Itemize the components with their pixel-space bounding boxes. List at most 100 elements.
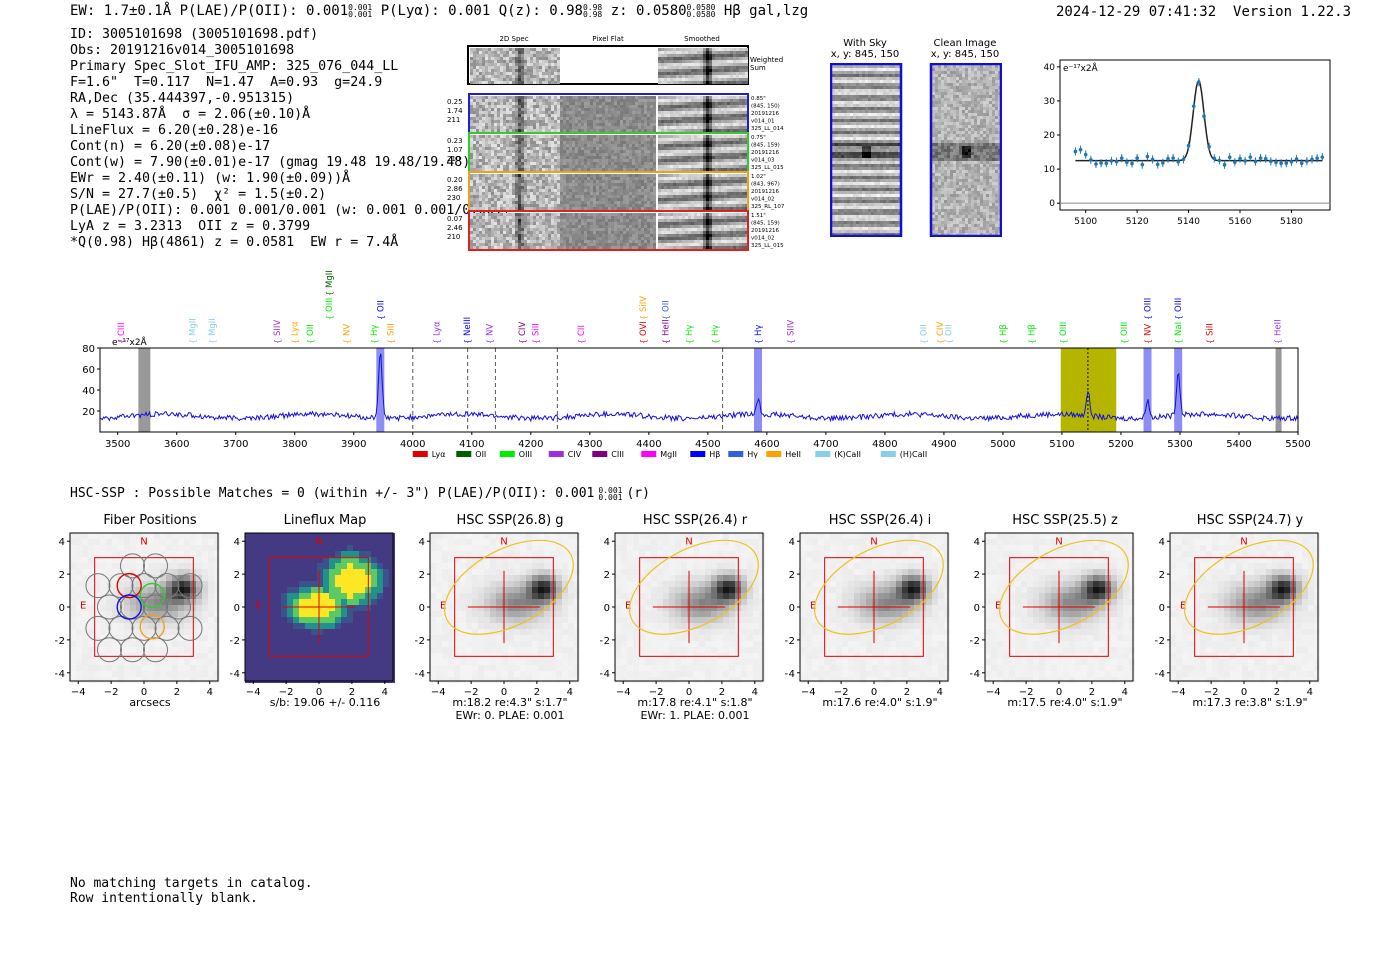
stamp-pixel	[617, 108, 620, 111]
stamp-pixel	[500, 141, 503, 144]
stamp-pixel	[554, 207, 557, 210]
stamp-pixel	[473, 237, 476, 240]
stamp-pixel	[688, 159, 691, 162]
stamp-pixel	[563, 195, 566, 198]
stamp-pixel	[706, 201, 709, 204]
stamp-pixel	[497, 114, 500, 117]
stamp-pixel	[476, 168, 479, 171]
stamp-pixel	[661, 174, 664, 177]
stamp-pixel	[632, 189, 635, 192]
stamp-pixel	[608, 147, 611, 150]
stamp-pixel	[638, 102, 641, 105]
stamp-pixel	[742, 219, 745, 222]
stamp-pixel	[644, 156, 647, 159]
stamp-pixel	[569, 126, 572, 129]
stamp-pixel	[602, 186, 605, 189]
stamp-pixel	[724, 216, 727, 219]
stamp-pixel	[653, 228, 656, 231]
stamp-pixel	[485, 189, 488, 192]
stamp-pixel	[733, 159, 736, 162]
stamp-pixel	[476, 144, 479, 147]
stamp-pixel	[536, 180, 539, 183]
stamp-pixel	[602, 105, 605, 108]
stamp-pixel	[733, 114, 736, 117]
stamp-pixel	[667, 177, 670, 180]
stamp-pixel	[491, 195, 494, 198]
stamp-pixel	[623, 234, 626, 237]
stamp-pixel	[641, 165, 644, 168]
stamp-pixel	[679, 204, 682, 207]
stamp-pixel	[730, 99, 733, 102]
stamp-pixel	[476, 180, 479, 183]
stamp-pixel	[620, 222, 623, 225]
stamp-pixel	[494, 69, 497, 72]
stamp-pixel	[736, 126, 739, 129]
stamp-pixel	[512, 81, 515, 84]
stamp-pixel	[491, 78, 494, 81]
stamp-pixel	[632, 186, 635, 189]
stamp-pixel	[563, 120, 566, 123]
stamp-pixel	[563, 174, 566, 177]
stamp-pixel	[727, 204, 730, 207]
stamp-pixel	[515, 54, 518, 57]
stamp-pixel	[661, 48, 664, 51]
stamp-pixel	[503, 186, 506, 189]
stamp-pixel	[653, 147, 656, 150]
stamp-pixel	[551, 198, 554, 201]
stamp-pixel	[560, 234, 563, 237]
stamp-pixel	[638, 123, 641, 126]
stamp-pixel	[515, 243, 518, 246]
stamp-pixel	[509, 108, 512, 111]
stamp-pixel	[679, 126, 682, 129]
stamp-pixel	[521, 189, 524, 192]
stamp-pixel	[578, 102, 581, 105]
stamp-pixel	[712, 198, 715, 201]
stamp-pixel	[733, 129, 736, 132]
stamp-pixel	[742, 141, 745, 144]
stamp-pixel	[473, 96, 476, 99]
stamp-pixel	[709, 192, 712, 195]
stamp-pixel	[611, 156, 614, 159]
stamp-pixel	[584, 231, 587, 234]
stamp-pixel	[542, 111, 545, 114]
stamp-pixel	[724, 198, 727, 201]
stamp-pixel	[542, 222, 545, 225]
stamp-pixel	[545, 162, 548, 165]
stamp-pixel	[626, 138, 629, 141]
stamp-pixel	[485, 147, 488, 150]
stamp-pixel	[530, 105, 533, 108]
stamp-pixel	[593, 129, 596, 132]
stamp-pixel	[497, 237, 500, 240]
stamp-pixel	[479, 243, 482, 246]
stamp-pixel	[494, 174, 497, 177]
stamp-pixel	[584, 174, 587, 177]
stamp-pixel	[682, 105, 685, 108]
stamp-pixel	[617, 144, 620, 147]
stamp-pixel	[581, 123, 584, 126]
stamp-pixel	[614, 222, 617, 225]
stamp-pixel	[742, 186, 745, 189]
stamp-pixel	[626, 153, 629, 156]
stamp-pixel	[727, 216, 730, 219]
stamp-pixel	[673, 168, 676, 171]
stamp-pixel	[470, 216, 473, 219]
stamp-pixel	[653, 96, 656, 99]
stamp-pixel	[685, 54, 688, 57]
stamp-pixel	[673, 216, 676, 219]
stamp-pixel	[727, 147, 730, 150]
stamp-pixel	[745, 153, 748, 156]
stamp-pixel	[691, 120, 694, 123]
stamp-pixel	[712, 204, 715, 207]
stamp-pixel	[724, 150, 727, 153]
stamp-pixel	[623, 174, 626, 177]
stamp-pixel	[694, 153, 697, 156]
stamp-pixel	[503, 165, 506, 168]
stamp-pixel	[503, 75, 506, 78]
stamp-pixel	[494, 228, 497, 231]
stamp-pixel	[536, 129, 539, 132]
stamp-pixel	[593, 216, 596, 219]
stamp-pixel	[736, 219, 739, 222]
stamp-pixel	[688, 78, 691, 81]
stamp-pixel	[697, 123, 700, 126]
stamp-pixel	[661, 153, 664, 156]
